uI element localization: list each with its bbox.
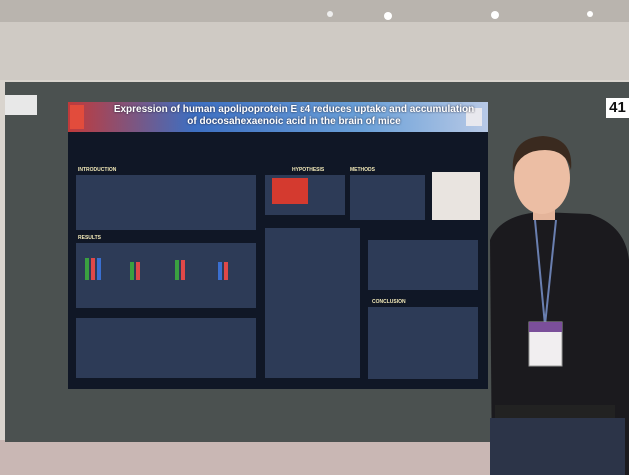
person	[490, 136, 629, 475]
bar-icon	[130, 262, 134, 280]
badge-header	[529, 322, 562, 332]
face	[514, 142, 570, 214]
figure-block	[265, 228, 360, 378]
bar-icons	[85, 258, 228, 280]
bar-icon	[181, 260, 185, 280]
board-number: 41	[606, 98, 629, 118]
light	[587, 11, 593, 17]
ceiling-beam	[0, 0, 629, 22]
light	[384, 12, 392, 20]
jeans	[490, 418, 625, 475]
text-block	[368, 307, 478, 379]
figure-block	[76, 318, 256, 378]
figure-block	[368, 240, 478, 290]
figure-block	[76, 243, 256, 308]
section-heading: INTRODUCTION	[78, 167, 117, 173]
light	[491, 11, 499, 19]
section-heading: CONCLUSION	[372, 299, 406, 305]
section-heading: HYPOTHESIS	[292, 167, 325, 173]
logo	[466, 108, 482, 126]
bar-icon	[85, 258, 89, 280]
light	[327, 11, 333, 17]
logo	[70, 105, 84, 129]
section-heading: METHODS	[350, 167, 375, 173]
hypothesis-box	[272, 178, 308, 204]
bar-icon	[91, 258, 95, 280]
section-heading: RESULTS	[78, 235, 101, 241]
bar-icon	[224, 262, 228, 280]
board-tag	[5, 95, 37, 115]
bar-icon	[136, 262, 140, 280]
hair	[512, 136, 572, 172]
bar-icon	[97, 258, 101, 280]
bar-icon	[175, 260, 179, 280]
brain-image	[432, 172, 480, 220]
bar-icon	[218, 262, 222, 280]
figure-block	[350, 175, 425, 220]
text-block	[76, 175, 256, 230]
poster-title: Expression of human apolipoprotein E ε4 …	[113, 104, 475, 127]
poster-title-band	[68, 102, 488, 132]
belt	[495, 405, 615, 419]
